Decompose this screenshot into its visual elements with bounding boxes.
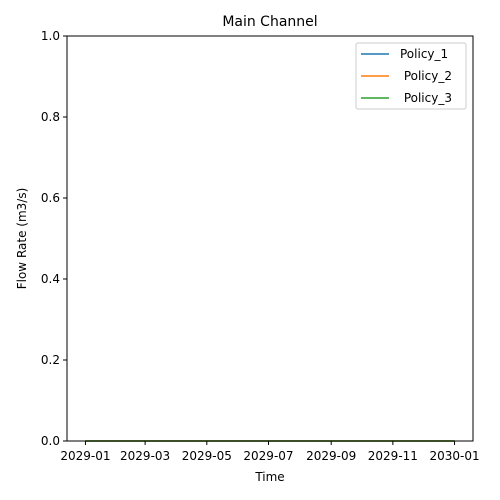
legend-label-3: Policy_3 bbox=[400, 91, 452, 105]
x-tick-label-0: 2029-01 bbox=[60, 449, 110, 463]
chart-title: Main Channel bbox=[222, 14, 317, 30]
x-axis-label: Time bbox=[254, 470, 284, 484]
x-tick-label-5: 2029-11 bbox=[368, 449, 418, 463]
plot-frame bbox=[66, 35, 474, 442]
y-tick-label-5: 1.0 bbox=[41, 29, 60, 43]
y-axis: 0.0 0.2 0.4 0.6 0.8 1.0 bbox=[41, 29, 67, 448]
y-tick-label-2: 0.4 bbox=[41, 272, 60, 286]
x-tick-label-6: 2030-01 bbox=[429, 449, 479, 463]
x-axis: 2029-01 2029-03 2029-05 2029-07 2029-09 2029-… bbox=[60, 441, 480, 463]
x-tick-label-1: 2029-03 bbox=[120, 449, 170, 463]
y-tick-label-0: 0.0 bbox=[41, 434, 60, 448]
x-tick-label-4: 2029-09 bbox=[306, 449, 356, 463]
x-tick-label-3: 2029-07 bbox=[243, 449, 293, 463]
y-tick-label-1: 0.2 bbox=[41, 353, 60, 367]
legend-label-2: Policy_2 bbox=[400, 69, 452, 83]
legend: Policy_1 Policy_2 Policy_3 bbox=[355, 42, 467, 110]
y-axis-label: Flow Rate (m3/s) bbox=[15, 188, 29, 290]
legend-label-1: Policy_1 bbox=[400, 47, 448, 61]
y-tick-label-4: 0.8 bbox=[41, 110, 60, 124]
y-tick-label-3: 0.6 bbox=[41, 191, 60, 205]
legend-frame bbox=[355, 42, 467, 110]
x-tick-label-2: 2029-05 bbox=[182, 449, 232, 463]
